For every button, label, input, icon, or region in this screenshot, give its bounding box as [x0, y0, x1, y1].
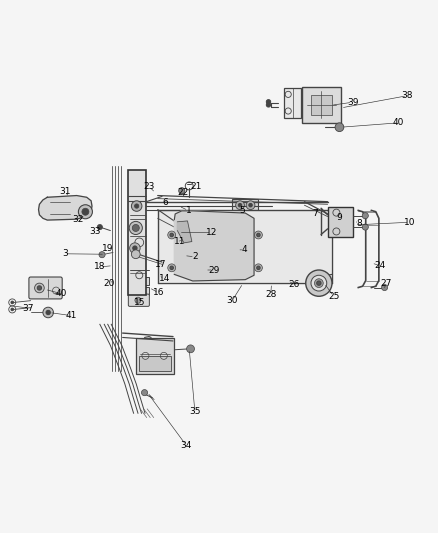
Text: 33: 33 [90, 228, 101, 237]
Circle shape [238, 204, 242, 207]
Circle shape [78, 205, 92, 219]
Circle shape [317, 281, 321, 285]
Text: 40: 40 [56, 289, 67, 298]
Text: 1: 1 [185, 206, 191, 215]
Circle shape [236, 201, 244, 209]
Polygon shape [39, 196, 92, 220]
Text: 38: 38 [402, 91, 413, 100]
Circle shape [257, 233, 260, 237]
Text: 39: 39 [347, 98, 358, 107]
Circle shape [133, 246, 137, 251]
Text: 37: 37 [23, 304, 34, 313]
Text: 8: 8 [356, 219, 362, 228]
Circle shape [43, 307, 53, 318]
Bar [130, 287, 149, 295]
Circle shape [132, 224, 139, 231]
Text: 18: 18 [94, 262, 106, 271]
Text: 12: 12 [206, 228, 217, 237]
FancyBboxPatch shape [128, 294, 149, 306]
Text: 17: 17 [155, 260, 167, 269]
Circle shape [131, 201, 142, 211]
Bar [130, 277, 149, 285]
Text: 26: 26 [289, 280, 300, 289]
Bar [284, 88, 301, 118]
Circle shape [99, 252, 105, 258]
Circle shape [82, 208, 89, 215]
Text: 41: 41 [65, 311, 77, 320]
Bar [232, 199, 258, 212]
Circle shape [257, 266, 260, 270]
Bar [328, 207, 353, 237]
Text: 6: 6 [162, 198, 169, 207]
Text: 11: 11 [174, 237, 185, 246]
Circle shape [134, 204, 139, 208]
FancyBboxPatch shape [29, 277, 62, 299]
Text: 27: 27 [381, 279, 392, 288]
Text: 21: 21 [191, 182, 202, 191]
Circle shape [141, 390, 148, 395]
Circle shape [135, 297, 141, 303]
Text: 4: 4 [242, 245, 247, 254]
Bar [311, 95, 332, 115]
Circle shape [11, 301, 14, 304]
Text: 20: 20 [103, 279, 114, 288]
Circle shape [266, 100, 271, 104]
Circle shape [249, 204, 252, 207]
Text: 25: 25 [328, 292, 339, 301]
Circle shape [187, 345, 194, 353]
Circle shape [131, 250, 140, 259]
Bar [302, 87, 341, 123]
Text: 14: 14 [159, 274, 170, 283]
Text: 22: 22 [177, 189, 189, 197]
Text: 24: 24 [374, 261, 386, 270]
Text: 23: 23 [143, 182, 155, 191]
Circle shape [170, 266, 173, 270]
Text: 5: 5 [240, 206, 246, 215]
Circle shape [254, 264, 262, 272]
Text: 9: 9 [336, 213, 343, 222]
Circle shape [246, 201, 255, 209]
Text: 40: 40 [393, 118, 404, 127]
Circle shape [35, 283, 44, 293]
Bar [139, 356, 171, 371]
Text: 15: 15 [134, 298, 145, 307]
Circle shape [381, 285, 388, 290]
Circle shape [170, 233, 173, 237]
Text: 31: 31 [59, 187, 71, 196]
Circle shape [314, 279, 323, 287]
Text: 7: 7 [312, 209, 318, 218]
Circle shape [11, 308, 14, 311]
Circle shape [130, 243, 140, 253]
Text: 35: 35 [189, 407, 201, 416]
Text: 28: 28 [265, 290, 276, 300]
Text: 32: 32 [72, 215, 84, 224]
Circle shape [335, 123, 344, 132]
Circle shape [97, 224, 102, 230]
Text: 10: 10 [404, 218, 415, 227]
Circle shape [46, 310, 50, 314]
Circle shape [168, 264, 176, 272]
Circle shape [254, 231, 262, 239]
Text: 3: 3 [62, 249, 68, 259]
Text: 34: 34 [180, 441, 192, 450]
Bar [159, 211, 331, 282]
Circle shape [362, 213, 368, 219]
Text: 19: 19 [102, 244, 113, 253]
Circle shape [362, 224, 368, 230]
Polygon shape [174, 211, 254, 281]
Polygon shape [177, 221, 192, 243]
Circle shape [179, 188, 185, 194]
Circle shape [37, 286, 42, 290]
Text: 2: 2 [192, 252, 198, 261]
Text: 30: 30 [226, 296, 238, 305]
Circle shape [311, 275, 327, 291]
Circle shape [129, 221, 142, 235]
Text: 29: 29 [208, 265, 219, 274]
Bar [136, 338, 174, 374]
Bar [128, 170, 146, 295]
Circle shape [306, 270, 332, 296]
Circle shape [266, 103, 271, 107]
Text: 16: 16 [153, 288, 164, 297]
Circle shape [168, 231, 176, 239]
